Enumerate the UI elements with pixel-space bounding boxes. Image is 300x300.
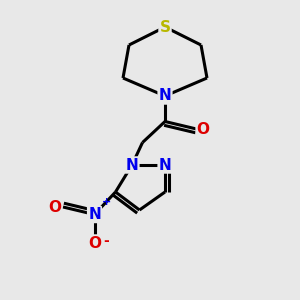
Text: O: O: [88, 236, 101, 250]
Text: N: N: [126, 158, 138, 172]
Text: +: +: [102, 197, 111, 207]
Text: O: O: [196, 122, 210, 136]
Text: O: O: [48, 200, 61, 214]
Text: N: N: [159, 158, 171, 172]
Text: N: N: [159, 88, 171, 104]
Text: N: N: [88, 207, 101, 222]
Text: S: S: [160, 20, 170, 34]
Text: -: -: [103, 235, 109, 248]
